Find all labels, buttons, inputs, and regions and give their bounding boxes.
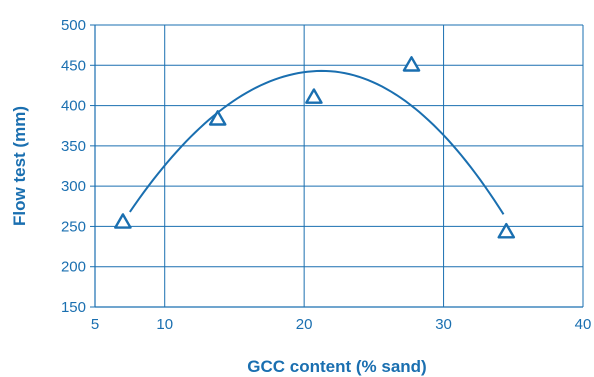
tick-labels: 150 200 250 300 350 400 450 500 5 10 20 30 40 xyxy=(61,17,591,333)
x-tick-label-30: 30 xyxy=(435,316,452,333)
x-tick-label-10: 10 xyxy=(156,316,173,333)
x-tick-label-20: 20 xyxy=(296,316,313,333)
data-point xyxy=(497,222,516,239)
y-tick-label-350: 350 xyxy=(61,138,86,155)
y-tick-label-250: 250 xyxy=(61,218,86,235)
data-point xyxy=(208,110,227,126)
x-tick-label-5: 5 xyxy=(91,316,99,333)
y-tick-label-500: 500 xyxy=(61,17,86,34)
trendline-group xyxy=(129,69,505,215)
y-tick-label-400: 400 xyxy=(61,98,86,115)
y-tick-label-300: 300 xyxy=(61,178,86,195)
grid xyxy=(95,24,584,307)
y-tick-label-450: 450 xyxy=(61,57,86,74)
trendline xyxy=(129,69,505,215)
y-axis-title: Flow test (mm) xyxy=(10,106,29,226)
axes xyxy=(90,24,583,308)
x-tick-label-40: 40 xyxy=(575,316,592,333)
data-points xyxy=(114,56,516,239)
x-axis-title: GCC content (% sand) xyxy=(247,357,426,376)
data-point xyxy=(402,56,421,72)
y-tick-label-150: 150 xyxy=(61,299,86,316)
y-tick-label-200: 200 xyxy=(61,259,86,276)
data-point xyxy=(305,88,323,104)
data-point xyxy=(114,213,132,229)
